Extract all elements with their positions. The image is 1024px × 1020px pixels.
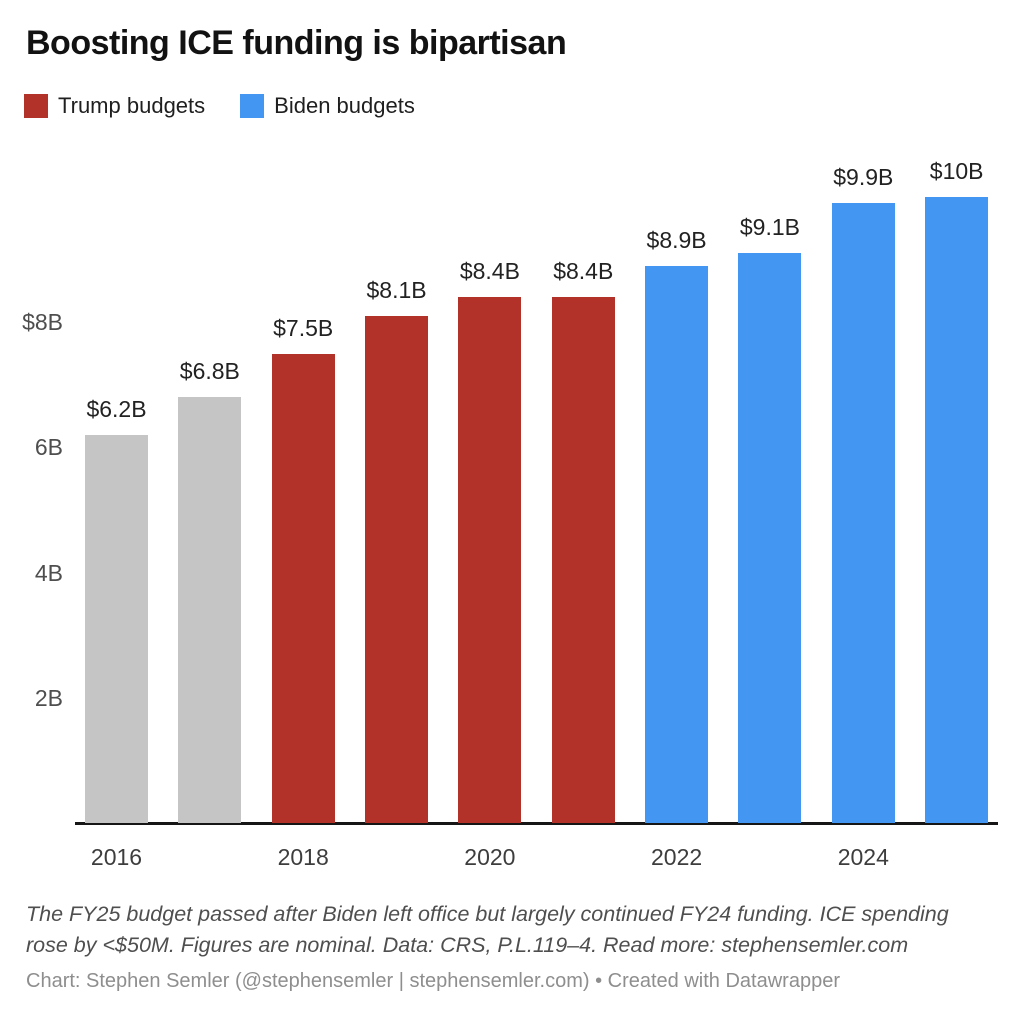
y-axis-tick-label-4B: 4B [34,559,63,586]
bar-value-label-2019: $8.1B [366,276,427,303]
legend: Trump budgets Biden budgets [24,93,415,119]
x-axis-tick-label-2022: 2022 [651,844,703,870]
bar-2025[interactable] [925,197,989,823]
trump-color-swatch [24,94,48,118]
x-axis-tick-label-2020: 2020 [464,844,516,870]
bar-2020[interactable] [458,297,522,823]
y-axis-tick-label-2B: 2B [34,684,63,711]
y-axis-tick-label-8B: $8B [22,309,63,336]
bar-value-label-2018: $7.5B [273,314,334,341]
x-axis-line [75,822,998,825]
bar-value-label-2016: $6.2B [86,395,147,422]
plot-area: 2B 4B 6B $8B $6.2B $6.8B $7.5B $8.1B $8.4B $8.4B $… [0,140,1024,880]
x-axis-tick-label-2018: 2018 [277,844,329,870]
legend-label-trump: Trump budgets [58,93,206,118]
legend-item-biden: Biden budgets [240,93,415,119]
x-axis-tick-label-2024: 2024 [837,844,889,870]
x-axis-tick-label-2016: 2016 [90,844,143,870]
y-axis-tick-label-6B: 6B [34,434,63,461]
legend-label-biden: Biden budgets [274,93,415,118]
bar-2024[interactable] [831,203,895,823]
bar-2018[interactable] [271,353,335,823]
bar-2019[interactable] [365,315,429,823]
bar-2022[interactable] [645,265,709,823]
bar-value-label-2017: $6.8B [179,358,240,385]
bar-value-label-2021: $8.4B [553,258,614,285]
bar-value-label-2025: $10B [929,158,984,184]
biden-color-swatch [240,94,265,118]
attribution: Chart: Stephen Semler (@stephensemler | … [26,970,840,992]
bar-2023[interactable] [738,253,802,823]
bar-value-label-2020: $8.4B [459,258,520,285]
legend-item-trump: Trump budgets [24,93,205,119]
bar-2021[interactable] [551,297,615,823]
footnote: The FY25 budget passed after Biden left … [26,902,949,957]
bar-value-label-2022: $8.9B [646,226,707,253]
bar-2017[interactable] [178,397,242,823]
chart-title: Boosting ICE funding is bipartisan [26,24,567,62]
bar-value-label-2024: $9.9B [833,164,894,191]
bar-value-label-2023: $9.1B [739,214,800,241]
bar-2016[interactable] [85,434,148,823]
